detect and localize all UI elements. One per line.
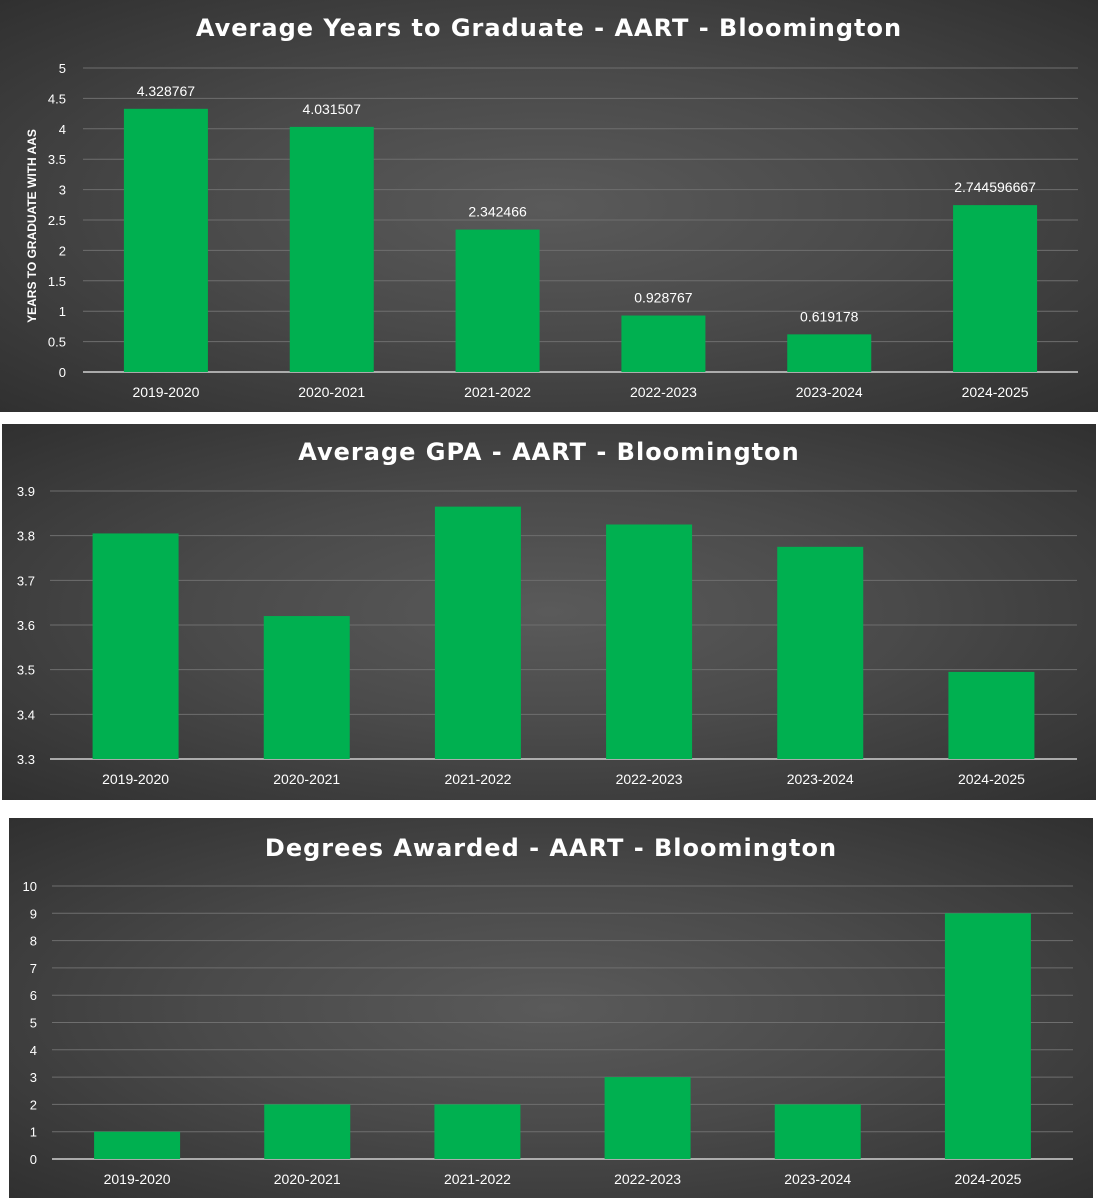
x-tick-label: 2023-2024 bbox=[784, 1171, 851, 1187]
bar bbox=[94, 1131, 181, 1159]
bar bbox=[434, 1104, 521, 1159]
x-tick-label: 2019-2020 bbox=[104, 1171, 171, 1187]
y-tick-label: 5 bbox=[59, 61, 66, 76]
data-label: 0.619178 bbox=[800, 308, 859, 324]
y-tick-label: 3.5 bbox=[48, 152, 66, 167]
y-tick-label: 3.4 bbox=[17, 707, 35, 722]
x-tick-label: 2020-2021 bbox=[298, 384, 365, 400]
bar bbox=[455, 229, 540, 372]
bar bbox=[953, 205, 1038, 372]
x-tick-label: 2020-2021 bbox=[274, 1171, 341, 1187]
bar bbox=[123, 108, 208, 372]
x-tick-label: 2020-2021 bbox=[273, 771, 340, 787]
degrees-awarded-chart: Degrees Awarded - AART - Bloomington 0 1 2… bbox=[9, 818, 1093, 1198]
years-to-graduate-chart: Average Years to Graduate - AART - Bloom… bbox=[0, 0, 1098, 412]
y-tick-label: 1 bbox=[30, 1125, 37, 1140]
bar bbox=[434, 506, 521, 759]
y-tick-label: 3.5 bbox=[17, 663, 35, 678]
data-label: 2.744596667 bbox=[954, 179, 1036, 195]
y-tick-label: 3.6 bbox=[17, 618, 35, 633]
bar bbox=[777, 546, 864, 759]
y-tick-label: 9 bbox=[30, 906, 37, 921]
data-label: 4.031507 bbox=[303, 101, 362, 117]
x-tick-label: 2024-2025 bbox=[958, 771, 1025, 787]
x-tick-label: 2022-2023 bbox=[630, 384, 697, 400]
chart-title: Degrees Awarded - AART - Bloomington bbox=[264, 834, 838, 862]
bar bbox=[787, 334, 872, 372]
y-tick-label: 3 bbox=[30, 1070, 37, 1085]
y-tick-label: 6 bbox=[30, 988, 37, 1003]
x-tick-label: 2021-2022 bbox=[444, 1171, 511, 1187]
y-tick-label: 4 bbox=[30, 1043, 37, 1058]
average-gpa-chart: Average GPA - AART - Bloomington 3.3 3.4 3… bbox=[2, 424, 1096, 800]
bar bbox=[289, 126, 374, 373]
y-tick-label: 2 bbox=[59, 243, 66, 258]
y-tick-label: 4.5 bbox=[48, 91, 66, 106]
data-label: 2.342466 bbox=[468, 204, 527, 220]
bar bbox=[944, 913, 1031, 1159]
bar bbox=[263, 616, 350, 759]
data-label: 0.928767 bbox=[634, 290, 693, 306]
x-tick-label: 2023-2024 bbox=[787, 771, 854, 787]
x-tick-label: 2022-2023 bbox=[614, 1171, 681, 1187]
y-tick-label: 7 bbox=[30, 961, 37, 976]
chart-plot: 0 1 2 3 4 5 6 7 8 9 10 2019-2020 2020-2021 2021-2022 2… bbox=[23, 879, 1073, 1187]
chart-plot: 3.3 3.4 3.5 3.6 3.7 3.8 3.9 2019-2020 2020-2021 2… bbox=[17, 484, 1077, 787]
chart-title: Average GPA - AART - Bloomington bbox=[298, 438, 800, 466]
y-tick-label: 0.5 bbox=[48, 335, 66, 350]
y-axis-label: YEARS TO GRADUATE WITH AAS bbox=[25, 129, 39, 323]
y-tick-label: 2 bbox=[30, 1097, 37, 1112]
y-tick-label: 3.9 bbox=[17, 484, 35, 499]
y-tick-label: 1.5 bbox=[48, 274, 66, 289]
x-tick-label: 2019-2020 bbox=[102, 771, 169, 787]
bar bbox=[948, 671, 1035, 759]
y-tick-label: 5 bbox=[30, 1016, 37, 1031]
y-tick-label: 0 bbox=[59, 365, 66, 380]
bar bbox=[621, 315, 706, 372]
x-tick-label: 2019-2020 bbox=[132, 384, 199, 400]
bar bbox=[604, 1077, 691, 1159]
x-tick-label: 2024-2025 bbox=[962, 384, 1029, 400]
x-tick-label: 2021-2022 bbox=[444, 771, 511, 787]
y-tick-label: 3 bbox=[59, 183, 66, 198]
bar bbox=[606, 524, 693, 759]
y-tick-label: 10 bbox=[23, 879, 37, 894]
y-tick-label: 0 bbox=[30, 1152, 37, 1167]
bar bbox=[264, 1104, 351, 1159]
bar bbox=[774, 1104, 861, 1159]
x-tick-label: 2021-2022 bbox=[464, 384, 531, 400]
x-tick-label: 2024-2025 bbox=[954, 1171, 1021, 1187]
y-tick-label: 3.8 bbox=[17, 529, 35, 544]
chart-title: Average Years to Graduate - AART - Bloom… bbox=[195, 14, 903, 42]
x-tick-label: 2023-2024 bbox=[796, 384, 863, 400]
y-tick-label: 1 bbox=[59, 304, 66, 319]
chart-plot: 0 0.5 1 1.5 2 2.5 3 3.5 4 4.5 5 2019-2020 4.328767 20… bbox=[25, 61, 1078, 400]
y-tick-label: 2.5 bbox=[48, 213, 66, 228]
x-tick-label: 2022-2023 bbox=[616, 771, 683, 787]
bar bbox=[92, 533, 179, 759]
y-tick-label: 8 bbox=[30, 934, 37, 949]
data-label: 4.328767 bbox=[137, 83, 196, 99]
y-tick-label: 4 bbox=[59, 122, 66, 137]
y-tick-label: 3.7 bbox=[17, 573, 35, 588]
y-tick-label: 3.3 bbox=[17, 752, 35, 767]
